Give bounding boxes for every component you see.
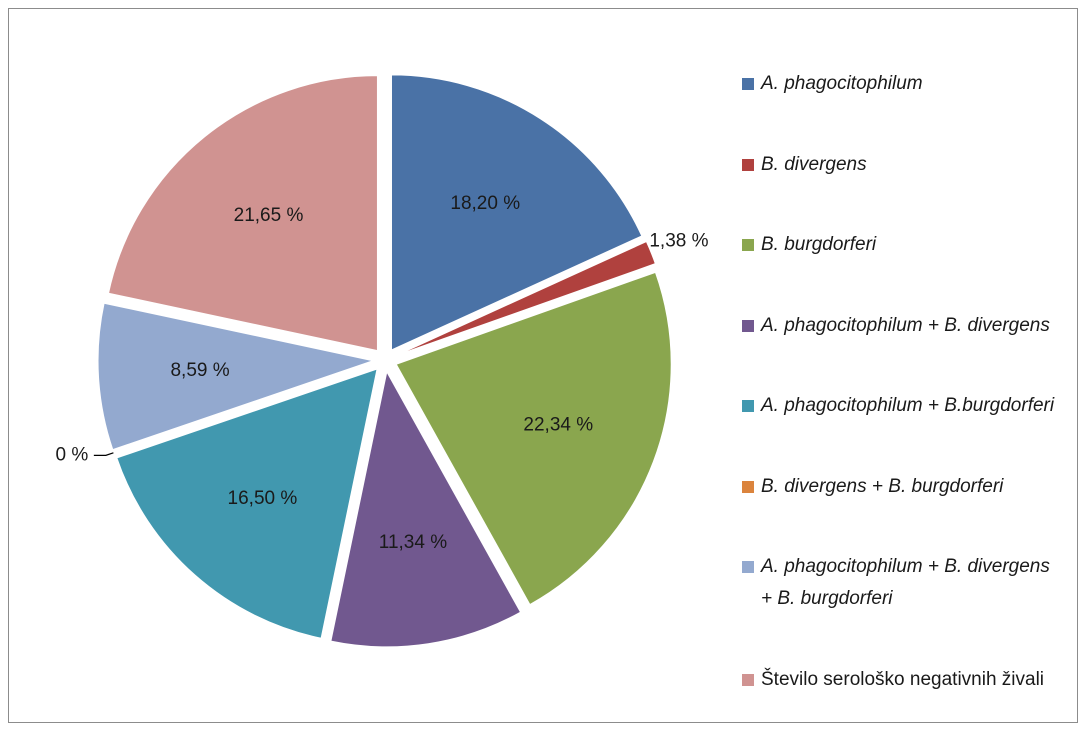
data-label: 16,50 % — [228, 488, 298, 509]
legend-entry: B. burgdorferi — [742, 229, 1062, 261]
legend-swatch — [742, 480, 754, 493]
data-label: 0 % — [55, 444, 88, 465]
pie-slice — [395, 240, 656, 356]
legend-entry: A. phagocitophilum + B. divergens — [742, 310, 1062, 342]
legend-swatch — [742, 673, 754, 686]
legend-label: A. phagocitophilum + B. divergens — [761, 314, 1050, 336]
legend-label: A. phagocitophilum — [761, 73, 923, 94]
legend-label: Število serološko negativnih živali — [761, 668, 1045, 690]
pie-slice — [395, 271, 672, 606]
pie-slice — [107, 75, 378, 352]
legend-swatch — [742, 239, 754, 252]
legend-swatch — [742, 319, 754, 332]
legend-entry: Število serološko negativnih živali — [742, 664, 1062, 696]
legend-entry: A. phagocitophilum + B. divergens + B. b… — [742, 551, 1062, 615]
legend-label: B. divergens + B. burgdorferi — [761, 475, 1004, 497]
legend-entry: B. divergens + B. burgdorferi — [742, 471, 1062, 503]
legend-entry: A. phagocitophilum + B.burgdorferi — [742, 390, 1062, 422]
data-label: 18,20 % — [450, 193, 520, 214]
data-label: 22,34 % — [523, 414, 593, 435]
legend-label: A. phagocitophilum + B. divergens + B. b… — [761, 556, 1050, 610]
legend-entry: A. phagocitophilum — [742, 68, 1062, 100]
legend: A. phagocitophilum B. divergens B. burgdor… — [742, 68, 1062, 696]
data-label: 21,65 % — [234, 205, 304, 226]
legend-swatch — [742, 561, 754, 574]
pie-slice — [116, 368, 378, 639]
legend-label: B. divergens — [761, 153, 867, 175]
legend-label: B. burgdorferi — [761, 234, 877, 256]
data-label: 8,59 % — [170, 360, 229, 381]
leader-line — [93, 452, 114, 456]
legend-swatch — [742, 400, 754, 413]
pie-slice — [330, 370, 522, 648]
data-label: 11,34 % — [379, 532, 447, 553]
legend-swatch — [742, 158, 754, 171]
pie-slice — [390, 74, 643, 351]
data-label: 1,38 % — [649, 230, 708, 251]
legend-label: A. phagocitophilum + B.burgdorferi — [761, 395, 1055, 417]
pie-slice — [97, 302, 375, 451]
legend-entry: B. divergens — [742, 149, 1062, 181]
legend-swatch — [742, 78, 754, 90]
